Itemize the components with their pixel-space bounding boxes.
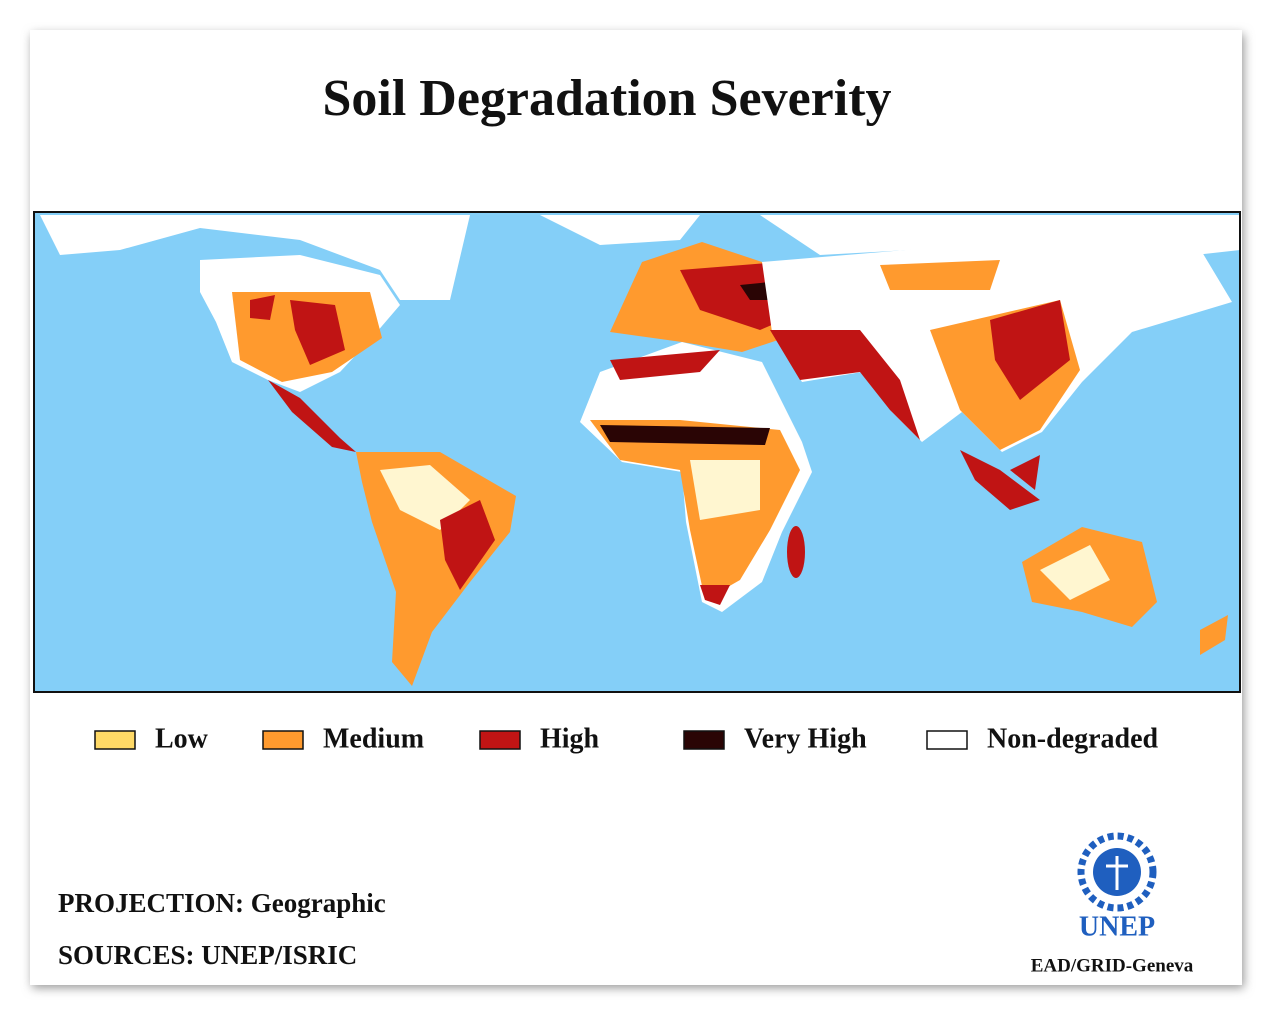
unep-logo: UNEP EAD/GRID-Geneva [1031,832,1194,976]
australia-light [1040,545,1110,600]
east-asia-high [990,300,1070,400]
legend-label: Low [155,723,209,754]
central-asia [880,260,1000,290]
legend-label: Medium [323,723,424,754]
central-america [268,380,356,452]
sources: SOURCES: UNEP/ISRIC [58,940,357,970]
map [34,212,1240,692]
africa-high [610,350,730,605]
legend-label: High [540,723,600,754]
legend-label: Very High [744,723,867,754]
projection: PROJECTION: Geographic [58,888,386,918]
legend-swatch [479,730,521,750]
north-america-high [250,295,345,365]
legend: Low Medium High Very High Non-degraded [94,723,1159,754]
logo-figure [1106,856,1128,890]
legend-swatch [926,730,968,750]
new-zealand [1200,615,1228,655]
legend-swatch [262,730,304,750]
legend-label: Non-degraded [987,723,1159,754]
madagascar [787,526,805,578]
legend-swatch [683,730,725,750]
africa-sahel [600,425,770,445]
arctic-north-america [40,215,470,300]
title: Soil Degradation Severity [322,70,891,127]
middle-east [770,330,920,440]
southeast-asia [960,450,1040,510]
africa-light [690,460,760,520]
logo-caption: EAD/GRID-Geneva [1031,955,1194,976]
logo-wreath [1077,832,1157,912]
map-frame [33,211,1241,693]
south-america-high [440,500,495,590]
legend-swatch [94,730,136,750]
logo-name: UNEP [1079,911,1155,942]
south-america-light [380,465,470,530]
